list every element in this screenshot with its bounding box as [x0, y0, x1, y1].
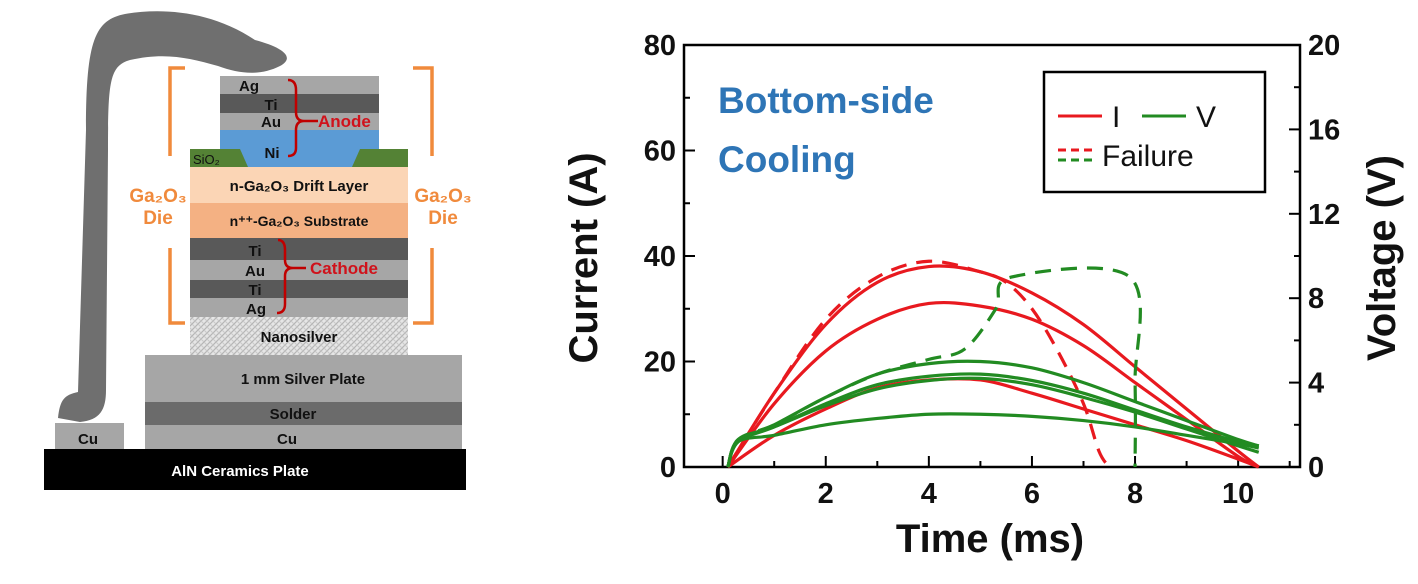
- die-label-left-line1: Ga₂O₃: [129, 186, 186, 207]
- die-label-left-line2: Die: [143, 208, 173, 229]
- y-tick-label: 0: [660, 452, 676, 484]
- layer-cu: [145, 425, 462, 449]
- legend: I V Failure: [1042, 70, 1267, 194]
- y2-axis-label: Voltage (V): [1360, 155, 1404, 361]
- series-line-v-failure: [726, 266, 1142, 468]
- series-line-v-5-v: [726, 359, 1260, 468]
- label-cu-left: Cu: [78, 431, 98, 448]
- layer-cu-left: [55, 423, 124, 449]
- y2-tick-label: 4: [1308, 368, 1324, 400]
- label-solder: Solder: [270, 406, 317, 423]
- die-label-right-line2: Die: [428, 208, 458, 229]
- layer-anode-ag: [220, 76, 379, 94]
- y2-tick-label: 8: [1308, 283, 1324, 315]
- label-cathode-ti1: Ti: [248, 243, 261, 260]
- chart-title-line2: Cooling: [718, 139, 856, 180]
- x-tick-labels: 0 2 4 6 8 10: [715, 478, 1255, 510]
- label-substrate: n⁺⁺-Ga₂O₃ Substrate: [230, 213, 369, 229]
- y-tick-label: 40: [644, 241, 676, 273]
- series-line-i-17-a: [726, 377, 1260, 469]
- layer-cathode-ti2: [190, 280, 408, 298]
- layer-drift: [190, 167, 408, 203]
- series-line-v-4-2-v: [726, 376, 1260, 468]
- x-tick-label: 10: [1222, 478, 1254, 510]
- layer-solder: [145, 402, 462, 425]
- layer-nanosilver: [190, 317, 408, 355]
- label-anode-ti: Ti: [264, 97, 277, 114]
- layer-sio2-left: [190, 149, 248, 167]
- series-line-i-failure: [726, 259, 1111, 468]
- x-tick-label: 6: [1024, 478, 1040, 510]
- layer-cathode-ti1: [190, 238, 408, 260]
- label-cu-main: Cu: [277, 431, 297, 448]
- y2-tick-label: 16: [1308, 114, 1340, 146]
- series-line-v-2-5-v: [726, 412, 1260, 468]
- label-cathode-au: Au: [245, 263, 265, 280]
- x-tick-label: 2: [818, 478, 834, 510]
- die-label-right-line1: Ga₂O₃: [414, 186, 471, 207]
- y2-tick-label: 12: [1308, 199, 1340, 231]
- layer-sio2-right: [352, 149, 408, 167]
- layer-anode-ni: [220, 130, 379, 167]
- layer-silver-plate: [145, 355, 462, 402]
- x-tick-label: 8: [1127, 478, 1143, 510]
- label-sio2: SiO₂: [193, 152, 220, 167]
- axis-ticks: [684, 44, 1300, 468]
- x-axis-label: Time (ms): [896, 517, 1084, 561]
- label-anode-ag: Ag: [239, 78, 259, 95]
- legend-label-i: I: [1112, 101, 1120, 134]
- layer-aln: [44, 449, 466, 490]
- die-bracket-left-bottom: [168, 248, 185, 325]
- y-tick-label: 20: [644, 347, 676, 379]
- y-axis-label: Current (A): [562, 152, 606, 363]
- device-cross-section-diagram: Ag Ti Au Ni SiO₂ n-Ga₂O₃ Drift Layer n⁺⁺…: [44, 11, 472, 490]
- legend-label-v: V: [1196, 101, 1216, 134]
- y2-tick-label: 0: [1308, 452, 1324, 484]
- anode-label: Anode: [318, 112, 371, 131]
- layer-cathode-au: [190, 260, 408, 280]
- label-anode-au: Au: [261, 114, 281, 131]
- layer-cathode-ag: [190, 298, 408, 317]
- x-tick-label: 0: [715, 478, 731, 510]
- y-tick-label: 80: [644, 30, 676, 62]
- layer-substrate: [190, 203, 408, 238]
- label-cathode-ag: Ag: [246, 301, 266, 318]
- die-bracket-right-top: [413, 66, 434, 156]
- y-tick-label: 60: [644, 136, 676, 168]
- label-nanosilver: Nanosilver: [261, 329, 338, 346]
- series-group: [726, 259, 1260, 469]
- label-anode-ni: Ni: [265, 145, 280, 162]
- die-bracket-left-top: [168, 66, 185, 156]
- label-aln: AlN Ceramics Plate: [171, 463, 309, 480]
- label-silver-plate: 1 mm Silver Plate: [241, 371, 365, 388]
- bond-wire: [58, 11, 287, 422]
- layer-anode-ti: [220, 94, 379, 113]
- series-line-v-4-4-v: [726, 372, 1260, 468]
- y2-tick-labels: 0 4 8 12 16 20: [1308, 30, 1340, 484]
- label-drift: n-Ga₂O₃ Drift Layer: [230, 178, 369, 195]
- y2-tick-label: 20: [1308, 30, 1340, 62]
- die-bracket-right-bottom: [413, 248, 434, 325]
- series-line-i-31-a: [726, 300, 1260, 469]
- x-tick-label: 4: [921, 478, 937, 510]
- cathode-label: Cathode: [310, 259, 378, 278]
- label-cathode-ti2: Ti: [248, 282, 261, 299]
- y-tick-labels: 0 20 40 60 80: [644, 30, 676, 484]
- chart-title-line1: Bottom-side: [718, 80, 934, 121]
- legend-label-failure: Failure: [1102, 140, 1194, 173]
